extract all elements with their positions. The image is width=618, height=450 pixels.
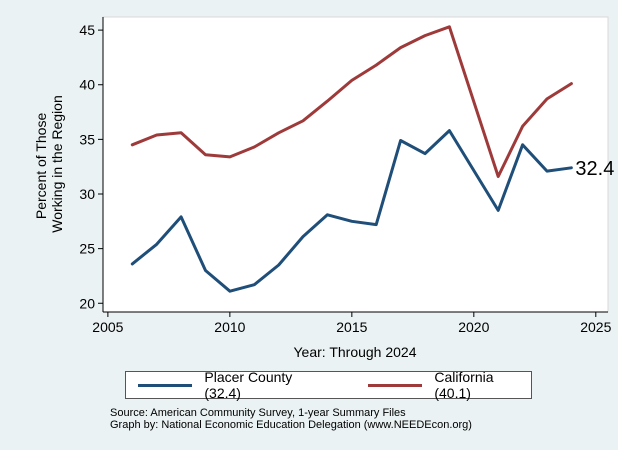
legend-item-california: California (40.1) — [356, 369, 531, 401]
x-axis-title: Year: Through 2024 — [294, 344, 417, 360]
end-value-label: 32.4 — [575, 158, 614, 180]
x-tick-label: 2010 — [214, 319, 245, 335]
y-tick-label: 20 — [79, 295, 95, 311]
x-tick-label: 2005 — [92, 319, 123, 335]
x-tick-label: 2025 — [580, 319, 611, 335]
plot-area — [102, 16, 609, 313]
series-lines — [130, 25, 573, 293]
source-line: Source: American Community Survey, 1-yea… — [110, 407, 406, 419]
legend-label-placer: Placer County (32.4) — [204, 369, 293, 401]
credit-line: Graph by: National Economic Education De… — [110, 419, 472, 431]
legend-item-placer: Placer County (32.4) — [126, 369, 329, 401]
legend-swatch-california — [368, 383, 423, 387]
legend-swatch-placer — [138, 383, 193, 387]
y-tick-label: 25 — [79, 241, 95, 257]
y-tick-label: 40 — [79, 77, 95, 93]
legend: Placer County (32.4) California (40.1) — [125, 369, 532, 401]
x-tick-label: 2020 — [458, 319, 489, 335]
y-tick-label: 35 — [79, 131, 95, 147]
source-note: Source: American Community Survey, 1-yea… — [110, 407, 472, 431]
series-line-california — [130, 25, 573, 178]
legend-label-california: California (40.1) — [434, 369, 494, 401]
series-line-placer — [130, 129, 573, 293]
y-axis-title-line-2: Working in the Region — [49, 95, 65, 232]
y-axis-title-line-1: Percent of Those — [33, 113, 49, 220]
y-axis-title: Percent of Those Working in the Region — [33, 95, 65, 232]
y-tick-label: 45 — [79, 22, 95, 38]
x-tick-label: 2015 — [336, 319, 367, 335]
y-tick-label: 30 — [79, 186, 95, 202]
